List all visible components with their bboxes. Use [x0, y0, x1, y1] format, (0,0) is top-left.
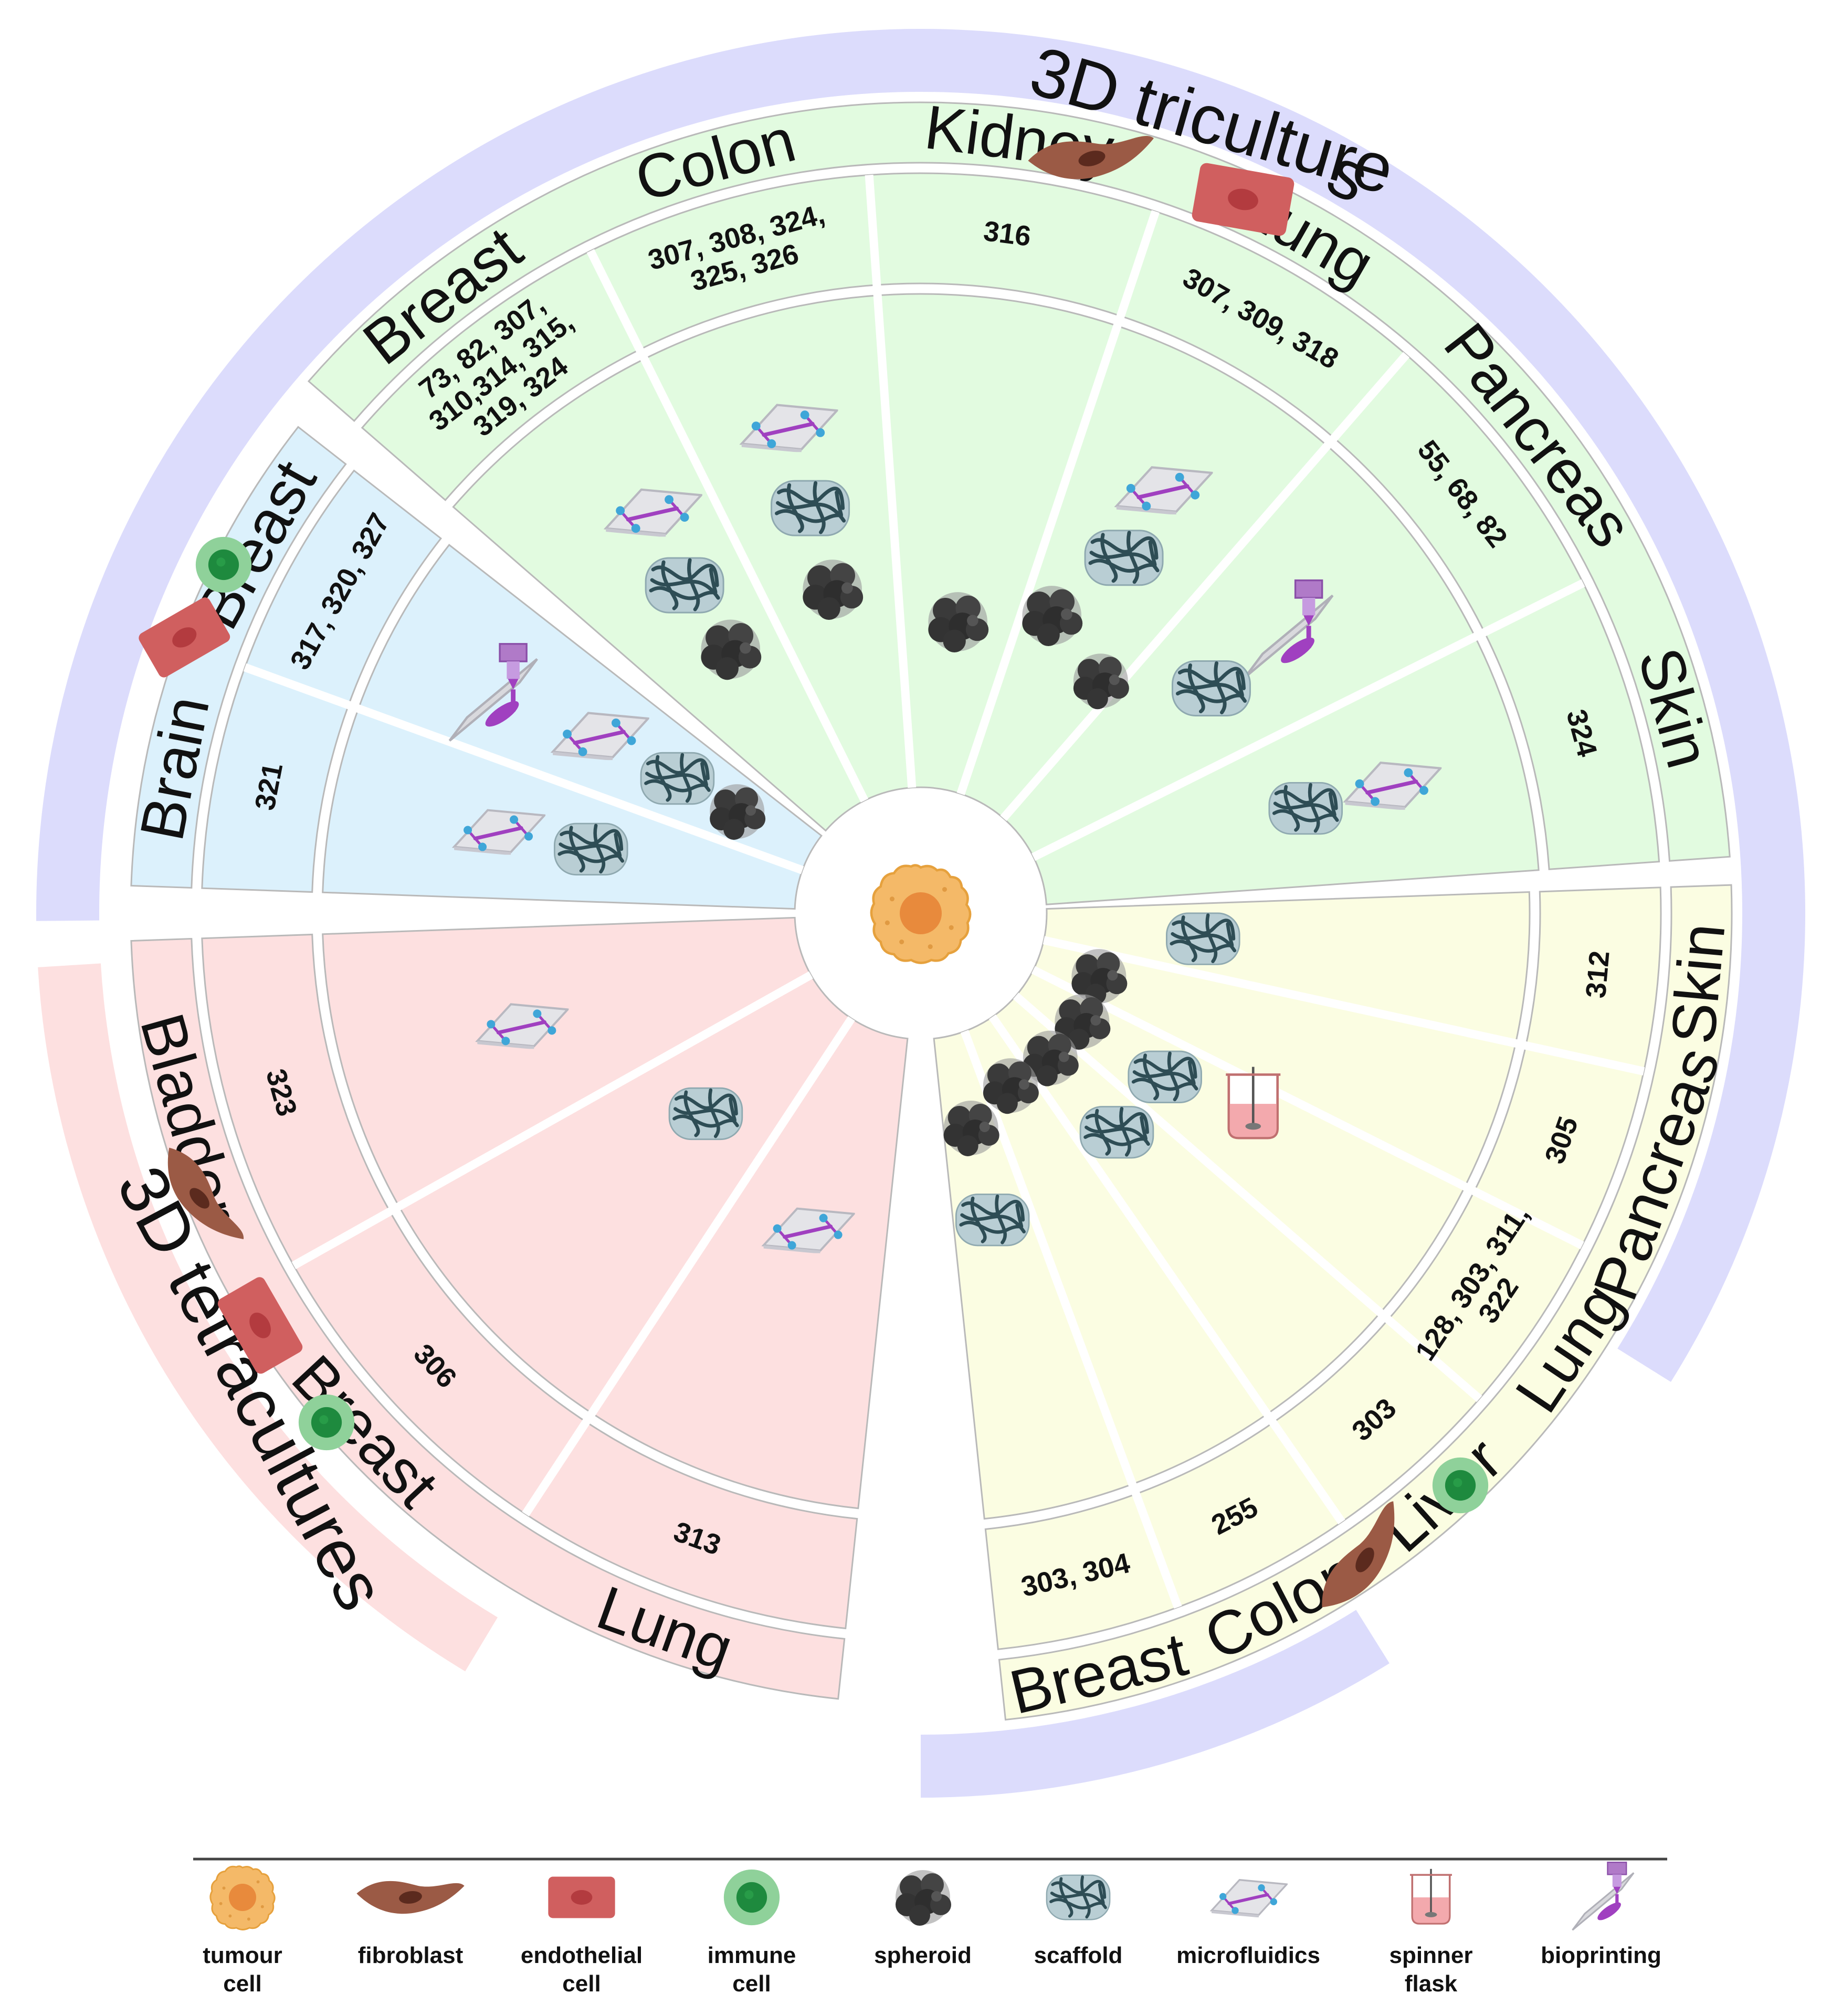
blue-ring-2 [322, 544, 823, 910]
pink-divider [291, 971, 813, 1270]
legend-item: bioprinting [1541, 1862, 1661, 1968]
legend-item: endothelial cell [521, 1876, 643, 1997]
legend-label: cell [223, 1971, 261, 1997]
yellow-organ-label: Skin [1658, 921, 1738, 1047]
green-ring-0 [307, 101, 1731, 862]
immune-cell-icon [723, 1869, 780, 1926]
yellow-divider [1013, 993, 1482, 1402]
center-tumour-cell-icon [871, 865, 970, 963]
blue-ring-1 [201, 469, 443, 893]
legend-item: spinner flask [1390, 1867, 1473, 1997]
yellow-divider [988, 1014, 1345, 1525]
legend-label: endothelial [521, 1943, 643, 1968]
reference-line: 316 [982, 215, 1033, 252]
legend-label: scaffold [1034, 1943, 1123, 1968]
legend-label: cell [732, 1971, 771, 1997]
yellow-reference-numbers: 312 [1580, 949, 1616, 999]
scaffold-icon [646, 558, 723, 613]
green-ring-1 [361, 172, 1660, 870]
green-divider [586, 249, 869, 803]
spheroid-icon [896, 1870, 951, 1926]
green-ring-2 [452, 293, 1540, 905]
green-divider [865, 174, 917, 788]
scaffold-icon [772, 481, 849, 535]
legend-label: microfluidics [1176, 1943, 1320, 1968]
blue-divider [243, 663, 804, 874]
yellow-divider [1043, 936, 1645, 1075]
scaffold-icon [956, 1194, 1029, 1246]
legend-label: spinner [1390, 1943, 1473, 1968]
immune-cell-icon [298, 1394, 355, 1451]
microfluidics-icon [1212, 1880, 1287, 1918]
endothelial-cell-icon [548, 1876, 615, 1918]
legend-item: tumour cell [203, 1865, 282, 1997]
scaffold-icon [554, 824, 627, 875]
triculture-band-lower [921, 1610, 1390, 1798]
tumour-cell-icon [209, 1865, 276, 1930]
green-divider [956, 210, 1160, 795]
immune-cell-icon [195, 536, 252, 593]
legend-item: spheroid [874, 1870, 972, 1968]
legend-label: bioprinting [1541, 1943, 1661, 1968]
legend-label: fibroblast [358, 1943, 464, 1968]
scaffold-icon [1166, 913, 1239, 965]
tetraculture-band [38, 963, 498, 1672]
legend-item: fibroblast [356, 1881, 465, 1968]
scaffold-icon [1172, 661, 1250, 715]
yellow-divider [1031, 966, 1584, 1249]
scaffold-icon [1080, 1106, 1153, 1158]
legend-label: cell [562, 1971, 601, 1997]
blue-ring-0 [130, 426, 347, 889]
reference-line: 312 [1580, 949, 1616, 999]
scaffold-icon [1047, 1875, 1110, 1920]
legend-item: scaffold [1034, 1875, 1123, 1968]
yellow-divider [960, 1030, 1182, 1609]
pink-ring-2 [322, 916, 909, 1510]
green-reference-numbers: 316 [982, 215, 1033, 252]
pink-divider [522, 1016, 855, 1517]
legend-label: tumour [203, 1943, 282, 1968]
culture-bands [36, 29, 1806, 1798]
scaffold-icon [1269, 783, 1342, 834]
bioprinting-icon [1573, 1862, 1634, 1930]
spinner-flask-icon [1409, 1867, 1453, 1925]
green-divider [1000, 352, 1410, 821]
scaffold-icon [1085, 531, 1163, 585]
green-divider [1031, 579, 1585, 861]
scaffold-icon [1129, 1051, 1202, 1103]
scaffold-icon [669, 1088, 742, 1139]
legend-item: microfluidics [1176, 1880, 1320, 1968]
immune-cell-icon [1432, 1457, 1489, 1514]
legend-label: immune [708, 1943, 796, 1968]
legend-item: immune cell [708, 1869, 796, 1997]
legend-label: spheroid [874, 1943, 972, 1968]
scaffold-icon [641, 753, 714, 804]
fibroblast-icon [356, 1881, 465, 1914]
spinner-flask-icon [1226, 1067, 1280, 1138]
legend-label: flask [1405, 1971, 1458, 1997]
